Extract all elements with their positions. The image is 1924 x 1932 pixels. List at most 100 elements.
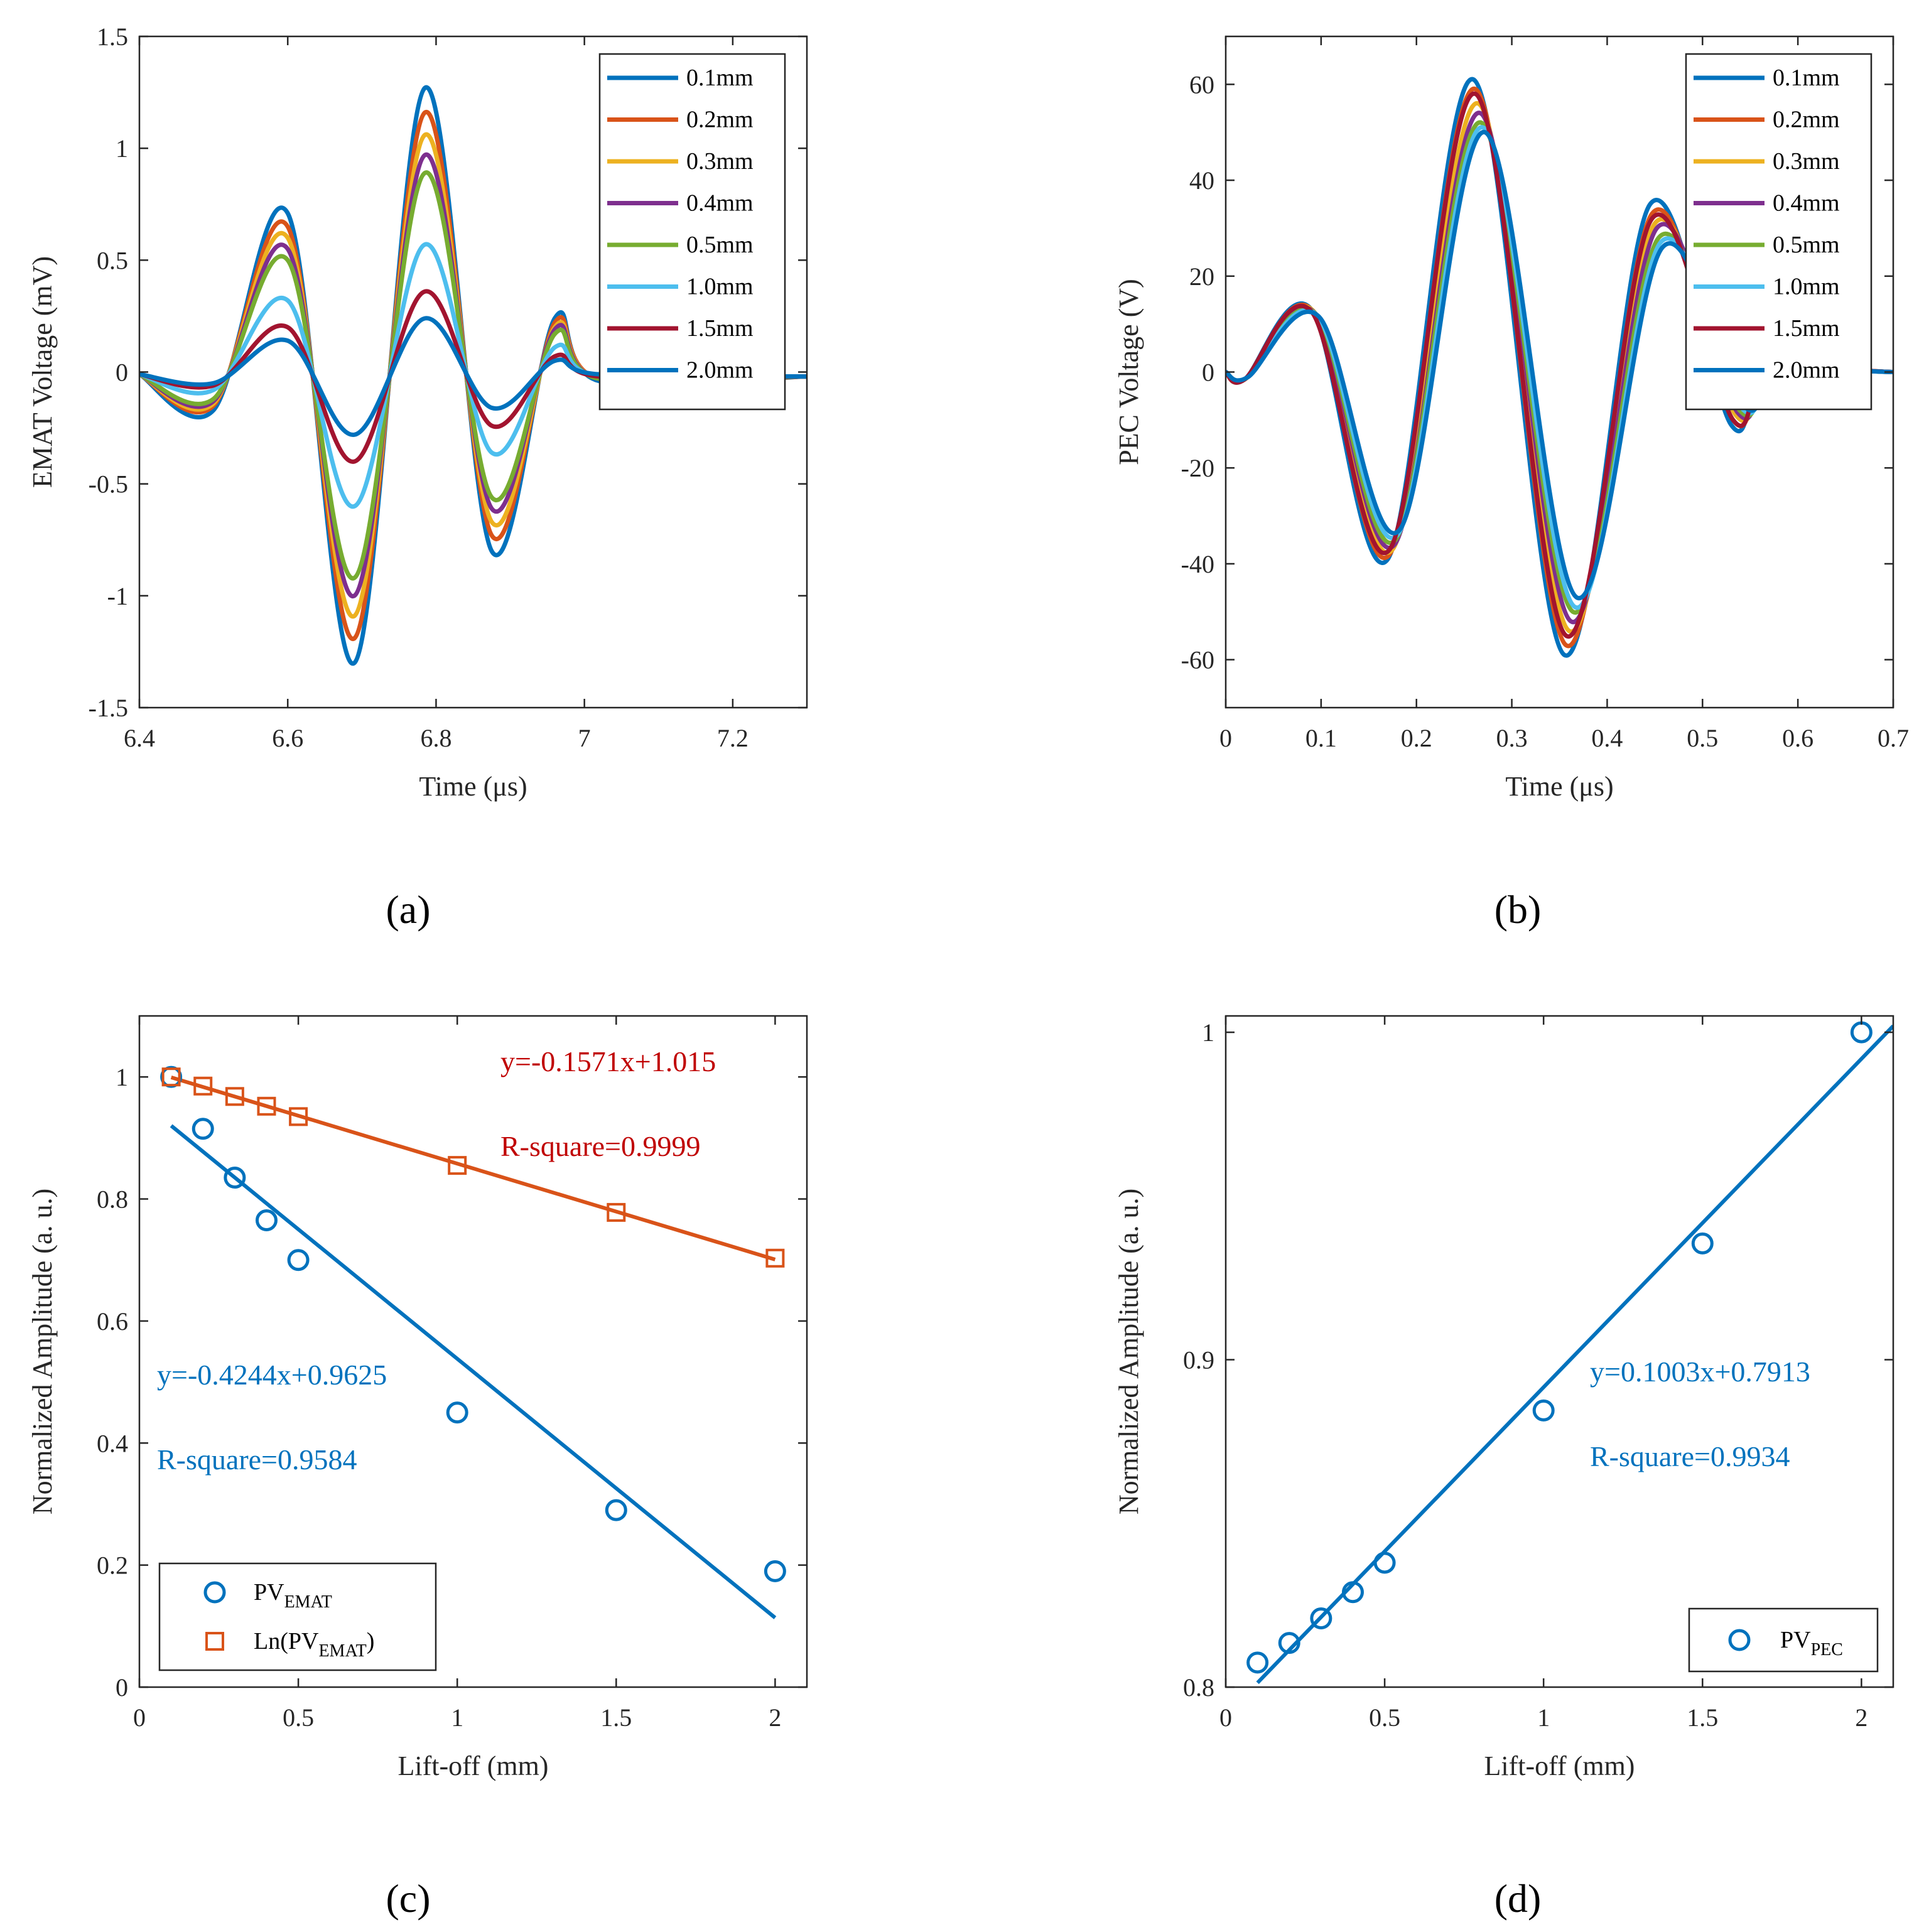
legend-marker-circle xyxy=(1728,1629,1751,1651)
data-point-circle xyxy=(1341,1581,1364,1604)
legend-label: PVPEC xyxy=(1780,1627,1843,1659)
y-tick-label: 0.8 xyxy=(1183,1673,1214,1702)
fit-line xyxy=(1256,1024,1893,1685)
legend-box xyxy=(598,53,786,411)
y-tick-label: 0.9 xyxy=(1183,1346,1214,1374)
legend: PVPEC xyxy=(1688,1607,1879,1673)
plot-frame xyxy=(138,35,808,709)
x-tick-label: 0.7 xyxy=(1878,724,1909,752)
legend-label: 1.0mm xyxy=(686,274,754,300)
x-tick-label: 0 xyxy=(1219,724,1232,752)
fit-line xyxy=(170,1075,776,1261)
x-tick-label: 7 xyxy=(578,724,591,752)
y-tick-label: -60 xyxy=(1181,646,1214,674)
y-axis-label: Normalized Amplitude (a. u.) xyxy=(27,1189,58,1514)
series-line-1.5mm xyxy=(1226,92,1893,639)
legend-label-main: Ln(PV xyxy=(254,1628,319,1654)
x-tick-label: 2 xyxy=(1855,1703,1867,1732)
x-tick-label: 0 xyxy=(133,1703,146,1732)
x-tick-label: 6.8 xyxy=(420,724,451,752)
legend-label: 0.5mm xyxy=(1773,232,1840,258)
data-point-circle xyxy=(1310,1607,1332,1629)
legend-label: 1.5mm xyxy=(1773,315,1840,342)
fit-r-square: R-square=0.9934 xyxy=(1590,1440,1790,1472)
data-point-circle xyxy=(255,1209,278,1232)
legend-label-main: PV xyxy=(254,1579,284,1606)
legend-label: 0.4mm xyxy=(686,190,754,217)
caption-b: (b) xyxy=(1494,887,1542,932)
data-point-circle xyxy=(1691,1232,1714,1255)
plot-frame xyxy=(1224,35,1894,709)
data-point-square xyxy=(161,1067,181,1087)
panel-c-emat-liftoff: 0 0.5 1 1.5 2 0 0.2 0.4 0.6 0.8 1 Lift-off (mm) Norm… xyxy=(27,1015,808,1781)
x-tick-label: 0.5 xyxy=(1369,1703,1400,1732)
x-tick-label: 7.2 xyxy=(717,724,749,752)
y-tick-label: 20 xyxy=(1189,262,1214,291)
y-tick-label: 0.2 xyxy=(97,1552,128,1580)
series-line-1.0mm xyxy=(139,242,807,509)
plot-frame xyxy=(1224,1015,1894,1688)
y-tick-label: 1 xyxy=(1202,1018,1214,1047)
data-point-square xyxy=(448,1156,467,1175)
y-tick-label: -20 xyxy=(1181,454,1214,482)
legend-marker-square xyxy=(205,1632,224,1651)
legend-box xyxy=(158,1562,437,1671)
x-tick-label: 0 xyxy=(1219,1703,1232,1732)
data-point-circle xyxy=(1373,1552,1396,1574)
legend-label: 0.1mm xyxy=(1773,65,1840,91)
fit-equation: y=-0.1571x+1.015 xyxy=(500,1045,716,1077)
caption-d: (d) xyxy=(1494,1876,1542,1921)
data-point-circle xyxy=(1246,1651,1269,1674)
series-line-0.5mm xyxy=(139,170,807,581)
data-point-circle xyxy=(160,1066,183,1088)
legend-label: 0.3mm xyxy=(686,148,754,175)
x-tick-label: 6.4 xyxy=(124,724,155,752)
y-tick-label: 1.5 xyxy=(97,23,128,51)
data-point-circle xyxy=(446,1401,468,1424)
data-point-circle xyxy=(1278,1632,1300,1654)
y-tick-label: 0.8 xyxy=(97,1185,128,1214)
legend-label: 0.2mm xyxy=(1773,107,1840,133)
y-axis-label: PEC Voltage (V) xyxy=(1113,279,1144,465)
legend: 0.1mm 0.2mm 0.3mm 0.4mm 0.5mm 1.0mm 1.5mm 2.0mm xyxy=(1685,53,1873,411)
y-tick-label: 60 xyxy=(1189,70,1214,99)
x-tick-label: 0.2 xyxy=(1401,724,1432,752)
series-lines xyxy=(139,85,807,666)
x-tick-label: 1 xyxy=(1537,1703,1550,1732)
panel-d-pec-liftoff: 0 0.5 1 1.5 2 0.8 0.9 1 Lift-off (mm) Normalized … xyxy=(1113,1015,1894,1781)
fit-line xyxy=(170,1124,777,1619)
panel-a-emat-signals: 6.4 6.6 6.8 7 7.2 -1.5 -1 -0.5 0 0.5 1 1.5 Time (μs)… xyxy=(27,23,808,802)
legend-label: 2.0mm xyxy=(686,357,754,384)
x-tick-label: 1.5 xyxy=(600,1703,632,1732)
plot-area xyxy=(1246,1021,1893,1685)
x-tick-label: 0.4 xyxy=(1591,724,1623,752)
legend-label-subscript: EMAT xyxy=(284,1592,332,1612)
legend-marker-circle xyxy=(203,1581,226,1604)
y-tick-label: 1 xyxy=(116,1063,128,1091)
legend-label: 0.1mm xyxy=(686,65,754,91)
legend-label: 1.0mm xyxy=(1773,274,1840,300)
x-tick-label: 1.5 xyxy=(1687,1703,1718,1732)
y-tick-label: 0 xyxy=(1202,359,1214,387)
data-point-square xyxy=(193,1076,213,1096)
legend-label: 0.5mm xyxy=(686,232,754,258)
legend-label: 1.5mm xyxy=(686,315,754,342)
data-point-square xyxy=(289,1107,308,1126)
legend-label-tail: ) xyxy=(367,1628,375,1654)
y-tick-label: 1 xyxy=(116,134,128,163)
plot-frame xyxy=(138,1015,808,1688)
data-point-square xyxy=(765,1248,785,1268)
caption-a: (a) xyxy=(386,887,430,932)
legend-box xyxy=(1688,1607,1879,1673)
data-point-circle xyxy=(224,1167,246,1189)
x-axis-label: Time (μs) xyxy=(419,771,527,802)
y-tick-label: 0 xyxy=(116,359,128,387)
data-point-circle xyxy=(1532,1399,1555,1422)
data-point-circle xyxy=(605,1499,627,1521)
legend-label-subscript: EMAT xyxy=(318,1641,366,1661)
legend-label: 0.4mm xyxy=(1773,190,1840,217)
legend-box xyxy=(1685,53,1873,411)
y-tick-label: 0.5 xyxy=(97,246,128,274)
data-point-circle xyxy=(287,1249,310,1271)
